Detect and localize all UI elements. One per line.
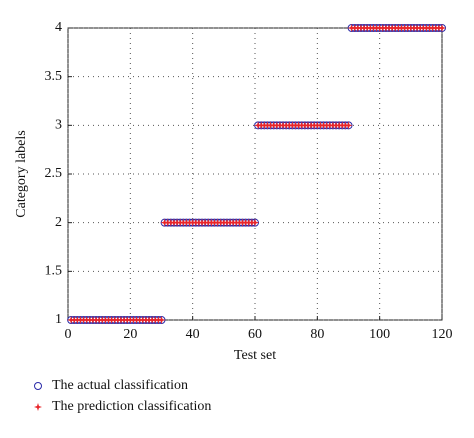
x-tick-label: 0 [65,327,72,342]
point [251,218,259,227]
legend-marker [34,403,42,411]
x-axis-label: Test set [234,348,276,363]
x-tick-label: 60 [248,327,262,342]
point [438,24,446,32]
y-tick-label: 2 [55,215,62,230]
x-tick-label: 100 [369,327,390,342]
x-tick-label: 20 [123,327,137,342]
y-tick-label: 1.5 [45,264,63,279]
x-tick-label: 80 [310,327,324,342]
legend-marker [34,382,42,390]
legend-label: The actual classification [52,378,188,393]
y-tick-label: 1 [55,312,62,327]
point [344,121,353,130]
y-tick-label: 3 [55,118,62,133]
y-axis-label: Category labels [14,130,29,217]
x-tick-label: 40 [186,327,200,342]
x-tick-label: 120 [432,327,453,342]
legend-label: The prediction classification [52,399,211,414]
y-tick-label: 4 [55,20,62,35]
point [157,316,166,324]
y-tick-label: 3.5 [45,69,63,84]
y-tick-label: 2.5 [45,166,63,181]
